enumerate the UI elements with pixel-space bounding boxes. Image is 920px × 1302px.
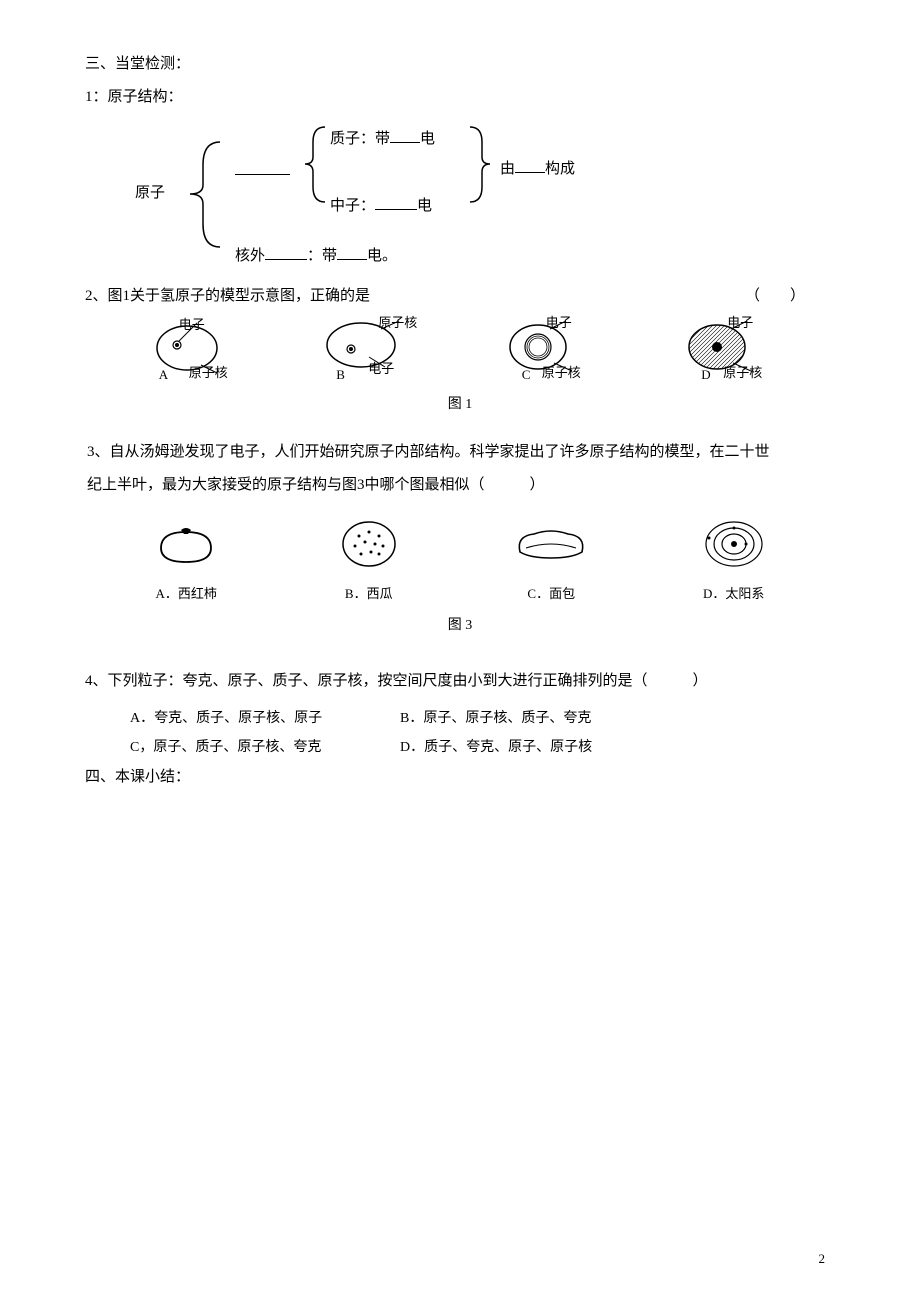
watermelon-icon (337, 520, 401, 568)
text: 质子：带 (330, 131, 390, 147)
text: 电。 (367, 248, 397, 264)
q3-d: D．太阳系 (664, 520, 804, 607)
section-3-title: 三、当堂检测： (85, 50, 835, 79)
text: 电 (417, 198, 432, 214)
blank (265, 246, 307, 260)
q3-text: 3、自从汤姆逊发现了电子，人们开始研究原子内部结构。科学家提出了许多原子结构的模… (87, 436, 835, 502)
section-4-title: 四、本课小结： (85, 763, 835, 792)
bread-icon (512, 526, 590, 562)
q3-a: A．西红柿 (116, 520, 256, 607)
q3-line2: 纪上半叶，最为大家接受的原子结构与图3中哪个图最相似（ ） (87, 477, 545, 493)
anno-electron: 电子 (368, 357, 394, 382)
text: 中子： (330, 198, 375, 214)
q2-paren: （ ） (745, 282, 805, 311)
brace-icon (300, 122, 330, 207)
q4-opt-d: D．质子、夸克、原子、原子核 (400, 733, 592, 762)
q1-electron: 核外 ：带 电。 (235, 242, 397, 271)
text: ：带 (307, 248, 337, 264)
fig-d: 电子 原子核 D (651, 315, 801, 390)
q3-b: B．西瓜 (299, 520, 439, 607)
q4-opt-b: B．原子、原子核、质子、夸克 (400, 704, 591, 733)
blank-nucleus (235, 157, 290, 175)
fig-a: 电子 原子核 A (119, 315, 269, 390)
brace-right-icon (465, 122, 495, 207)
solar-system-icon (701, 518, 767, 570)
page-number: 2 (819, 1247, 826, 1272)
figure-3-row: A．西红柿 B．西瓜 C．面包 (95, 520, 825, 607)
q1-diagram: 原子 质子：带电 中子：电 由构成 核外：带电。 (105, 117, 835, 272)
fig-b: 原子核 电子 B (296, 315, 446, 390)
q3-line1: 3、自从汤姆逊发现了电子，人们开始研究原子内部结构。科学家提出了许多原子结构的模… (87, 444, 770, 460)
label-a: A (159, 363, 168, 388)
brace-icon (175, 137, 230, 252)
q4-text: 4、下列粒子：夸克、原子、质子、原子核，按空间尺度由小到大进行正确排列的是（ ） (85, 667, 835, 696)
text: 构成 (545, 161, 575, 177)
tomato-icon (151, 524, 221, 564)
label-c: C (522, 363, 531, 388)
blank (390, 129, 420, 143)
anno-electron: 电子 (727, 311, 753, 336)
q4-opt-a: A．夸克、质子、原子核、原子 (130, 704, 400, 733)
label-d: D (701, 363, 710, 388)
text: 核外 (235, 248, 265, 264)
label-b: B (336, 363, 345, 388)
anno-nucleus: 原子核 (189, 361, 228, 386)
blank (515, 159, 545, 173)
fig-c: 电子 原子核 C (474, 315, 624, 390)
q2-text: 2、图1关于氢原子的模型示意图，正确的是 (85, 282, 370, 311)
q1-atom-label: 原子 (135, 179, 165, 208)
fig1-caption: 图 1 (85, 392, 835, 419)
q4-options: A．夸克、质子、原子核、原子 B．原子、原子核、质子、夸克 C，原子、质子、原子… (130, 704, 835, 763)
text: 由 (500, 161, 515, 177)
anno-electron: 电子 (546, 311, 572, 336)
q2-line: 2、图1关于氢原子的模型示意图，正确的是 （ ） (85, 282, 835, 311)
q3-label-b: B．西瓜 (299, 582, 439, 607)
q1-proton: 质子：带 电 (330, 125, 435, 154)
fig3-caption: 图 3 (85, 613, 835, 640)
q3-label-a: A．西红柿 (116, 582, 256, 607)
anno-nucleus: 原子核 (542, 361, 581, 386)
blank (375, 196, 417, 210)
q3-label-c: C．面包 (481, 582, 621, 607)
q1-neutron: 中子： 电 (330, 192, 432, 221)
anno-electron: 电子 (179, 313, 205, 338)
q3-label-d: D．太阳系 (664, 582, 804, 607)
figure-1-row: 电子 原子核 A 原子核 电子 B 电子 原子核 C (105, 315, 815, 390)
q1-title: 1：原子结构： (85, 83, 835, 112)
blank (337, 246, 367, 260)
q3-c: C．面包 (481, 520, 621, 607)
anno-nucleus: 原子核 (378, 311, 417, 336)
q1-quark: 由 构成 (500, 155, 575, 184)
anno-nucleus: 原子核 (723, 361, 762, 386)
text: 电 (420, 131, 435, 147)
q4-opt-c: C，原子、质子、原子核、夸克 (130, 733, 400, 762)
